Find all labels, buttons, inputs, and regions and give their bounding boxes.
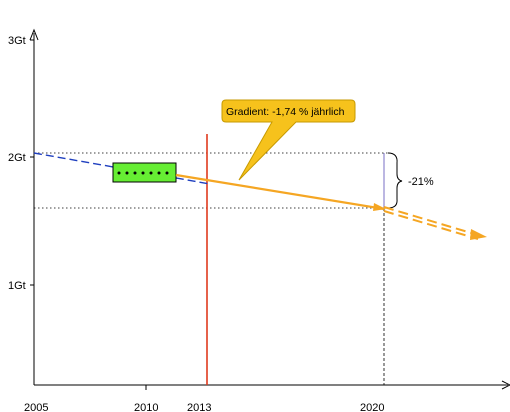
x-tick-label-2020: 2020 [360, 402, 384, 412]
callout-bubble [221, 99, 356, 181]
x-tick-label-2005: 2005 [24, 402, 48, 412]
y-tick-label-3gt: 3Gt [8, 35, 26, 47]
reduction-brace [387, 152, 403, 209]
series-projection-line-2 [383, 210, 479, 240]
series-trend-arrowhead [373, 203, 386, 211]
series-projection-arrowhead [470, 229, 487, 240]
reduction-label: -21% [408, 176, 434, 188]
callout-text: Gradient: -1,74 % jährlich [226, 106, 345, 118]
highlight-box [112, 162, 177, 183]
series-projection-line-1 [383, 206, 479, 236]
y-axis-arrow [29, 28, 39, 41]
highlight-box-dots [117, 171, 169, 175]
x-axis-arrow [501, 380, 510, 390]
x-tick-label-2010: 2010 [134, 402, 158, 412]
y-tick-label-1gt: 1Gt [8, 280, 26, 292]
series-trend-solid-line [175, 173, 385, 211]
y-tick-label-2gt: 2Gt [8, 152, 26, 164]
x-tick-label-2013: 2013 [187, 402, 211, 412]
